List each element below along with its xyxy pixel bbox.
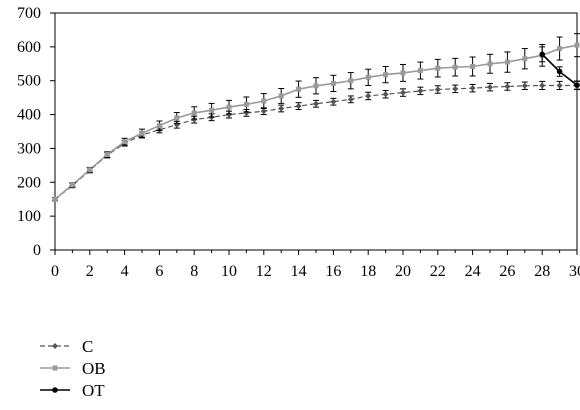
data-point-ob <box>504 59 510 65</box>
data-point-c <box>539 82 546 89</box>
data-point-ot <box>539 51 545 58</box>
y-tick-label: 200 <box>17 174 41 191</box>
series-layer <box>52 33 580 203</box>
data-point-ob <box>365 74 371 80</box>
legend-label-c: C <box>82 337 93 356</box>
x-tick-label: 12 <box>256 263 272 280</box>
data-point-c <box>434 86 441 93</box>
series-c <box>52 80 580 203</box>
legend-label-ob: OB <box>82 359 106 378</box>
data-point-c <box>313 100 319 107</box>
data-point-ob <box>470 63 476 69</box>
series-ob <box>52 33 580 202</box>
series-line-ob <box>54 44 578 200</box>
data-point-ob <box>191 110 197 116</box>
data-point-ob <box>348 78 354 84</box>
data-point-c <box>521 82 528 89</box>
legend-label-ot: OT <box>82 381 105 400</box>
data-point-ob <box>313 83 319 89</box>
data-point-ob <box>278 93 284 99</box>
y-tick-label: 400 <box>17 107 41 124</box>
y-tick-label: 100 <box>17 208 41 225</box>
data-point-c <box>382 91 389 98</box>
data-point-ot <box>574 82 580 88</box>
data-point-c <box>487 84 493 91</box>
y-tick-label: 500 <box>17 73 41 90</box>
y-tick-label: 700 <box>17 5 41 22</box>
data-point-c <box>452 85 459 92</box>
data-point-ob <box>557 46 563 52</box>
data-point-ob <box>156 123 162 129</box>
data-point-c <box>469 85 476 92</box>
y-axis-ticks: 0 100 200 300 400 500 600 700 <box>17 5 55 259</box>
y-tick-label: 600 <box>17 39 41 56</box>
data-point-ob <box>52 196 58 202</box>
data-point-ob <box>261 98 267 104</box>
legend-marker-ot <box>52 387 58 393</box>
x-tick-label: 8 <box>190 263 198 280</box>
data-point-c <box>417 87 424 94</box>
data-point-ob <box>435 65 441 71</box>
x-tick-label: 0 <box>51 263 59 280</box>
data-point-ob <box>139 130 145 136</box>
data-point-ob <box>104 152 110 158</box>
series-ot <box>539 46 580 90</box>
data-point-ob <box>383 72 389 78</box>
x-tick-label: 24 <box>465 263 481 280</box>
legend: C OB OT <box>40 337 106 400</box>
data-point-ob <box>209 107 215 113</box>
data-point-ob <box>452 64 458 70</box>
x-tick-label: 30 <box>569 263 580 280</box>
x-tick-label: 2 <box>86 263 94 280</box>
legend-item-c: C <box>40 337 93 356</box>
data-point-c <box>365 92 372 99</box>
x-tick-label: 4 <box>121 263 129 280</box>
legend-marker-c <box>52 343 58 349</box>
data-point-ob <box>174 115 180 121</box>
x-tick-label: 26 <box>499 263 515 280</box>
x-tick-label: 18 <box>360 263 376 280</box>
data-point-ob <box>522 56 528 62</box>
data-point-ob <box>417 68 423 74</box>
data-point-c <box>260 108 267 115</box>
plot-frame <box>54 12 578 251</box>
data-point-ob <box>243 101 249 107</box>
data-point-c <box>295 103 302 110</box>
x-tick-label: 14 <box>291 263 307 280</box>
data-point-ob <box>574 42 580 48</box>
data-point-c <box>330 98 337 105</box>
y-tick-label: 0 <box>33 242 41 259</box>
legend-item-ob: OB <box>40 359 106 378</box>
data-point-c <box>504 83 511 90</box>
data-point-c <box>400 89 406 96</box>
x-tick-label: 28 <box>534 263 550 280</box>
data-point-c <box>191 116 198 123</box>
data-point-c <box>278 105 285 112</box>
x-tick-label: 16 <box>325 263 341 280</box>
data-point-ob <box>330 80 336 86</box>
data-point-c <box>226 111 232 118</box>
y-tick-label: 300 <box>17 140 41 157</box>
x-tick-label: 6 <box>155 263 163 280</box>
data-point-ob <box>87 167 93 173</box>
data-point-ob <box>69 182 75 188</box>
data-point-ob <box>226 104 232 110</box>
data-point-ob <box>296 86 302 92</box>
data-point-c <box>556 82 563 89</box>
data-point-ob <box>400 70 406 76</box>
data-point-ot <box>556 68 563 75</box>
x-tick-label: 10 <box>221 263 237 280</box>
legend-item-ot: OT <box>40 381 105 400</box>
axes <box>54 12 578 251</box>
data-point-ob <box>122 139 128 145</box>
legend-marker-ob <box>52 365 58 371</box>
x-tick-label: 22 <box>430 263 446 280</box>
data-point-c <box>347 96 354 103</box>
data-point-ob <box>487 61 493 67</box>
x-tick-label: 20 <box>395 263 411 280</box>
